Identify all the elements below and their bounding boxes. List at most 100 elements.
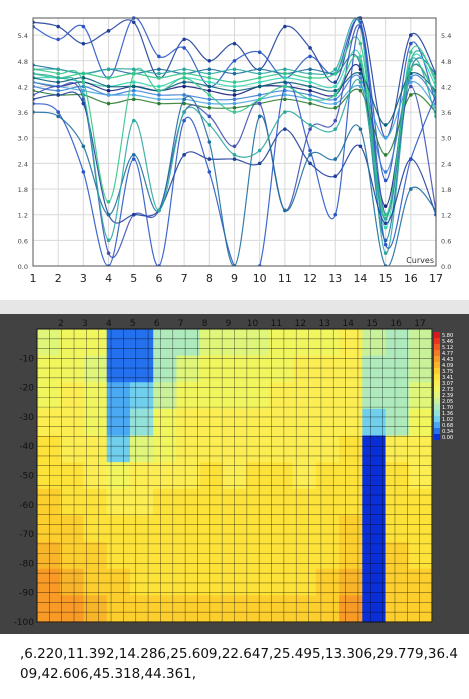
series-group [33, 16, 436, 266]
data-point [157, 76, 161, 80]
heatmap-cell [106, 568, 131, 596]
data-point [207, 80, 212, 84]
data-point [232, 80, 237, 84]
heatmap-x-tick-label: 8 [202, 319, 208, 329]
data-point [232, 153, 237, 157]
colorbar-label: 1.70 [442, 405, 453, 411]
colorbar-swatch [434, 368, 440, 374]
heatmap-cell [83, 488, 108, 517]
heatmap-cell [269, 382, 294, 410]
data-point [182, 93, 186, 97]
data-point [257, 71, 262, 76]
heatmap-cell [246, 542, 270, 570]
data-point [157, 97, 161, 102]
heatmap-cell [408, 329, 433, 357]
heatmap-cell [269, 515, 294, 543]
heatmap-cell [106, 329, 131, 357]
colorbar-label: 0.00 [442, 435, 453, 441]
data-point [257, 76, 262, 80]
heatmap-chart[interactable]: 2 3 4 5 6 7 8 9 10 11 12 13 14 15 16 17 -10 -20 -30 -40 -50 -… [0, 314, 469, 634]
heatmap-cell [292, 515, 317, 543]
heatmap-cell [408, 542, 433, 570]
heatmap-x-tick-label: 5 [130, 319, 136, 329]
data-point [81, 41, 86, 46]
series-line [33, 24, 436, 258]
x-tick-label: 11 [278, 272, 292, 285]
heatmap-cell [106, 595, 131, 623]
data-point [207, 170, 212, 174]
data-point [81, 144, 86, 149]
heatmap-cell [269, 595, 294, 623]
heatmap-cell [408, 568, 433, 596]
data-point [182, 153, 186, 157]
heatmap-cell [129, 382, 154, 410]
colorbar-swatch [434, 380, 440, 386]
y-tick-label-left: 3.6 [18, 109, 28, 117]
heatmap-cell [106, 355, 131, 383]
heatmap-cell [408, 595, 433, 623]
data-point [257, 161, 262, 166]
colorbar-swatch [434, 434, 440, 440]
heatmap-cell [176, 329, 201, 357]
heatmap-cell [60, 382, 85, 410]
data-point [333, 88, 338, 93]
data-point [308, 80, 312, 84]
heatmap-cell [106, 435, 131, 463]
heatmap-cell [292, 329, 317, 357]
heatmap-cell [60, 595, 85, 623]
line-chart[interactable]: 1 2 3 4 5 6 7 8 9 10 11 12 13 14 15 16 170.0 0.00.6 0.61.2… [0, 0, 469, 300]
heatmap-x-tick-label: 7 [178, 319, 184, 329]
heatmap-cell [83, 355, 108, 383]
data-point [56, 114, 60, 119]
data-point [257, 80, 262, 84]
data-point [383, 217, 388, 221]
data-point [409, 50, 413, 55]
heatmap-cell [60, 542, 85, 570]
heatmap-x-tick-label: 13 [319, 319, 330, 329]
data-point [56, 93, 60, 97]
x-tick-label: 1 [30, 272, 37, 285]
data-point [106, 93, 111, 97]
data-point [157, 88, 161, 93]
heatmap-y-tick-label: -40 [19, 442, 34, 452]
heatmap-cell [408, 515, 433, 543]
colorbar-label: 1.36 [442, 411, 453, 417]
data-point [409, 67, 413, 72]
heatmap-cell [129, 435, 154, 463]
heatmap-cell [60, 515, 85, 543]
data-point [81, 170, 86, 174]
heatmap-cell [83, 435, 108, 463]
data-point [207, 58, 212, 63]
y-tick-label-right: 4.8 [441, 58, 451, 66]
data-point [232, 67, 237, 72]
data-point [308, 101, 312, 106]
heatmap-cell [269, 355, 294, 383]
heatmap-cell [362, 488, 387, 517]
heatmap-cell [246, 595, 270, 623]
data-point [283, 110, 287, 114]
data-point [283, 80, 287, 84]
heatmap-cell [176, 515, 201, 543]
data-point [232, 101, 237, 106]
data-point [358, 144, 363, 149]
heatmap-cell [176, 355, 201, 383]
heatmap-cell [339, 329, 363, 357]
data-point [358, 80, 363, 84]
data-point [232, 58, 237, 63]
heatmap-cell [246, 355, 270, 383]
heatmap-cell [315, 355, 340, 383]
heatmap-frame [36, 328, 433, 623]
data-point [131, 97, 136, 102]
heatmap-cell [385, 408, 410, 437]
data-point [358, 54, 363, 59]
heatmap-cell [37, 568, 61, 596]
heatmap-cell [339, 488, 363, 517]
heatmap-cell [246, 488, 270, 517]
data-point [333, 71, 338, 76]
heatmap-cell [106, 382, 131, 410]
heatmap-cell [176, 435, 201, 463]
heatmap-cell [246, 382, 270, 410]
data-point [383, 251, 388, 255]
heatmap-cell [199, 435, 224, 463]
x-tick-label: 17 [429, 272, 443, 285]
